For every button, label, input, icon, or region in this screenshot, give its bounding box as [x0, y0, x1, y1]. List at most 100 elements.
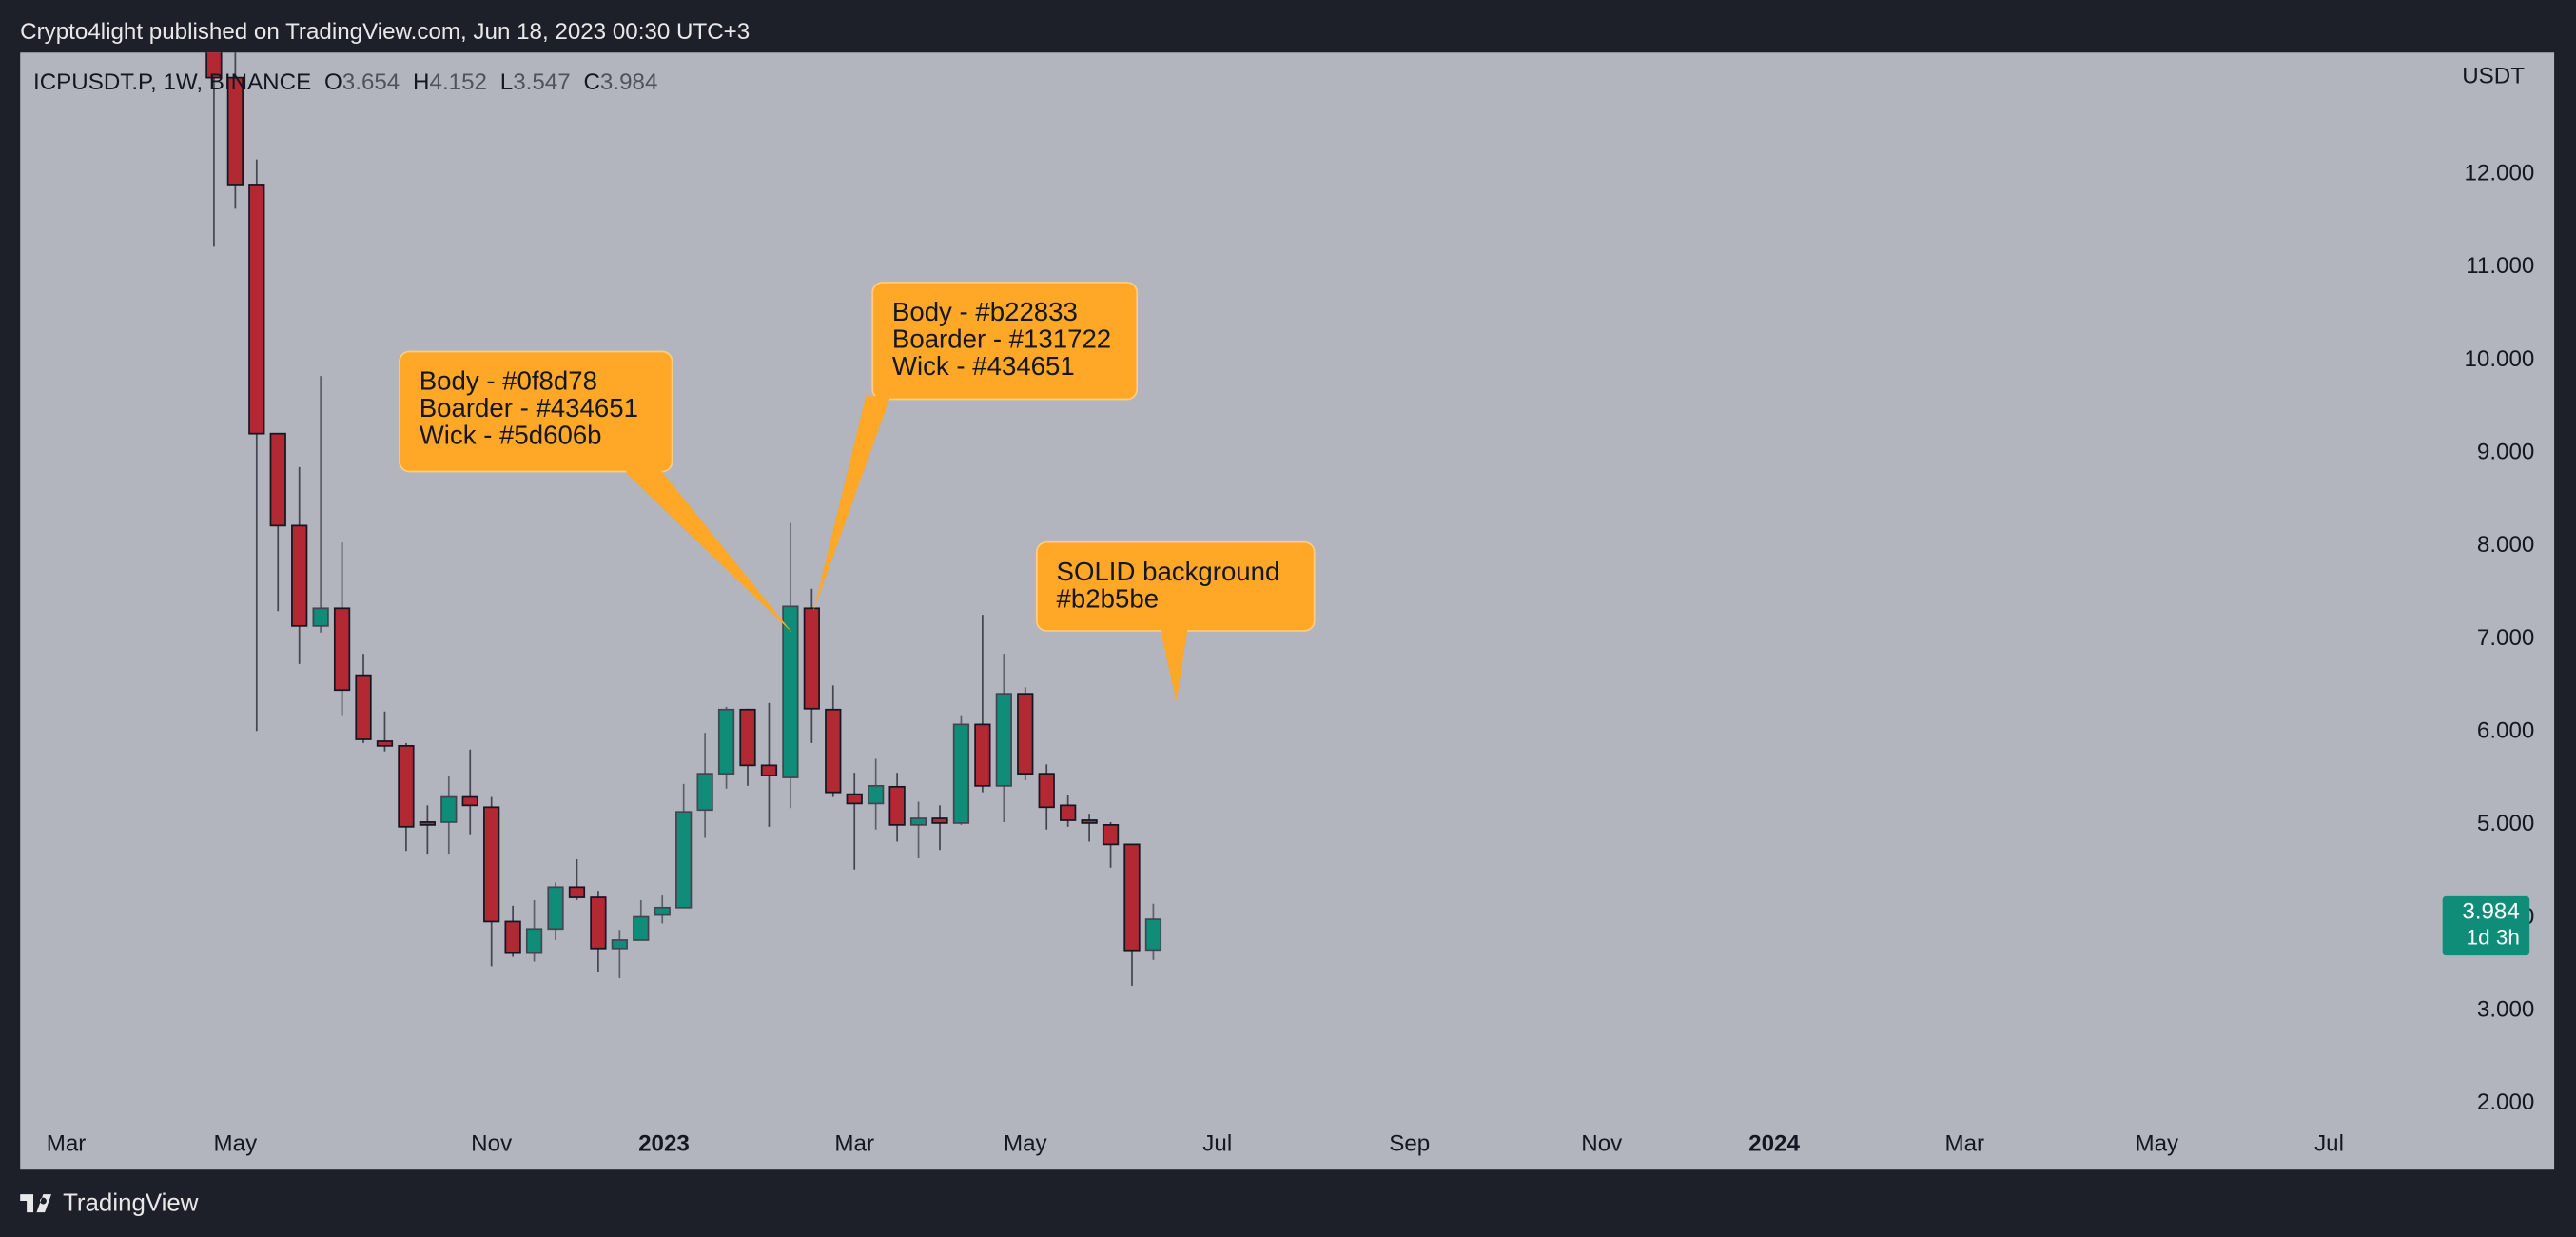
candle-body [1081, 819, 1098, 824]
currency: USDT [2462, 64, 2525, 89]
brand: TradingView [63, 1189, 199, 1216]
y-tick-label: 8.000 [2477, 532, 2534, 558]
ohlc-label: L [500, 69, 513, 95]
candle-body [803, 607, 820, 710]
y-tick-label: 6.000 [2477, 718, 2534, 744]
price-tag-value: 3.984 [2462, 899, 2519, 925]
x-tick-label: May [214, 1131, 259, 1157]
candle-body [226, 76, 244, 186]
callout-text: Boarder - #131722 [892, 324, 1111, 354]
candle-body [633, 915, 650, 941]
published-line: Crypto4light published on TradingView.co… [20, 19, 750, 45]
x-tick-label: May [1004, 1131, 1048, 1157]
y-tick-label: 7.000 [2477, 625, 2534, 651]
candle-body [846, 793, 863, 805]
candle-body [909, 817, 927, 826]
candle-body [568, 886, 586, 898]
callout-text: SOLID background [1057, 557, 1280, 586]
candle-body [868, 784, 885, 805]
candle-body [461, 795, 478, 807]
y-tick-label: 5.000 [2477, 811, 2534, 836]
symbol: ICPUSDT.P, 1W, BINANCE [33, 69, 311, 95]
y-tick-label: 11.000 [2466, 253, 2534, 279]
candle-body [611, 939, 628, 950]
candle-body [333, 607, 351, 692]
callout-joint [622, 468, 792, 633]
symbol-header: ICPUSDT.P, 1W, BINANCE O3.654 H4.152 L3.547… [33, 69, 657, 95]
candle-body [525, 928, 543, 954]
candle-body [1123, 843, 1141, 952]
x-tick-label: Jul [1202, 1131, 1232, 1157]
y-tick-label: 3.000 [2477, 997, 2534, 1023]
y-tick-label: 2.000 [2477, 1090, 2534, 1115]
y-tick-label: 10.000 [2464, 346, 2534, 372]
callout-text: Wick - #5d606b [420, 421, 602, 450]
callout-text: Boarder - #434651 [420, 393, 638, 422]
callout-joint [813, 396, 891, 612]
candle-body [440, 795, 458, 823]
callout-box [399, 350, 673, 473]
y-tick-label: 12.000 [2464, 161, 2534, 187]
footer: TradingView [20, 1189, 199, 1216]
candle-body [931, 817, 948, 824]
price-tag [2442, 895, 2530, 956]
candle-body [1038, 773, 1055, 809]
candle-body [547, 886, 564, 931]
ohlc-value: 4.152 [430, 69, 487, 95]
x-tick-label: Jul [2314, 1131, 2344, 1157]
callout-text: #b2b5be [1057, 583, 1160, 613]
candle-body [504, 920, 521, 954]
candle-body [696, 773, 713, 812]
candle-body [291, 524, 308, 627]
ohlc-value: 3.547 [513, 69, 570, 95]
candle-body [675, 811, 693, 909]
ohlc-label: O [324, 69, 342, 95]
candle-body [376, 740, 394, 747]
candle-body [717, 708, 735, 776]
plot [205, 52, 1162, 986]
candle-body [248, 184, 265, 435]
candle-body [398, 744, 415, 828]
x-tick-label: 2024 [1748, 1131, 1800, 1157]
candle-body [760, 764, 778, 776]
candle-body [269, 432, 286, 527]
candle-body [952, 723, 970, 824]
callout-text: Wick - #434651 [892, 351, 1075, 381]
x-tick-label: May [2135, 1131, 2179, 1157]
x-tick-label: 2023 [638, 1131, 690, 1157]
candle-body [1144, 918, 1162, 952]
x-tick-label: Nov [471, 1131, 512, 1157]
price-tag-countdown: 1d 3h [2467, 926, 2520, 950]
candle-body [419, 821, 436, 826]
candle-body [1017, 693, 1034, 776]
candle-body [483, 806, 500, 923]
ohlc-value: 3.984 [600, 69, 657, 95]
ohlc-value: 3.654 [342, 69, 400, 95]
ohlc-label: C [583, 69, 599, 95]
candle-body [825, 708, 842, 794]
candle-body [205, 52, 223, 79]
candle-body [654, 906, 671, 916]
candle-body [782, 605, 799, 778]
logo [20, 1194, 51, 1213]
candle-body [590, 896, 607, 950]
callout-text: Body - #0f8d78 [420, 366, 597, 396]
callout-box [871, 282, 1139, 401]
callout: SOLID background#b2b5be [1035, 540, 1316, 702]
x-tick-label: Sep [1389, 1131, 1430, 1157]
candle-body [312, 607, 329, 627]
candle-body [995, 693, 1012, 787]
y-tick-label: 9.000 [2477, 440, 2534, 465]
x-tick-label: Mar [1944, 1131, 1984, 1157]
callout-text: Body - #b22833 [892, 297, 1078, 326]
ohlc-label: H [413, 69, 429, 95]
candle-body [974, 723, 991, 787]
candle-body [739, 708, 756, 767]
candle-body [355, 674, 372, 740]
candle-body [888, 785, 906, 826]
candle-body [1060, 804, 1077, 821]
x-tick-label: Nov [1581, 1131, 1622, 1157]
candle-body [1102, 824, 1120, 846]
